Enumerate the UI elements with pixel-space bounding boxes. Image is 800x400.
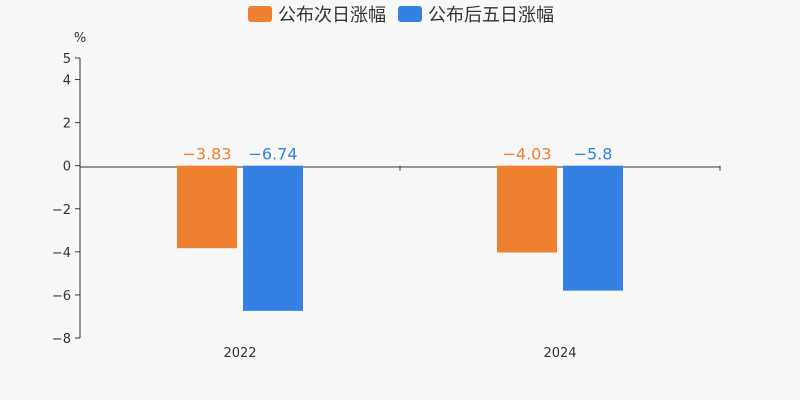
legend-label-next-day[interactable]: 公布次日涨幅: [278, 5, 386, 26]
x-category-label: 2022: [223, 346, 256, 361]
data-labels: −3.83 −6.74 −4.03 −5.8: [182, 145, 612, 164]
bar-2024-series-0[interactable]: [497, 165, 557, 253]
y-tick-label: −2: [52, 203, 71, 218]
y-axis-ticks: 5 4 2 0 −2 −4 −6 −8: [52, 52, 80, 347]
x-axis-ticks: [79, 165, 721, 171]
legend-swatch-next-day[interactable]: [248, 6, 272, 22]
y-tick-label: 5: [63, 52, 71, 67]
y-tick-label: −8: [52, 332, 71, 347]
y-tick-label: −6: [52, 289, 71, 304]
x-category-label: 2024: [543, 346, 576, 361]
data-label-2022-series-0: −3.83: [182, 145, 231, 164]
data-label-2022-series-1: −6.74: [248, 145, 297, 164]
data-label-2024-series-0: −4.03: [502, 145, 551, 164]
y-tick-label: −4: [52, 246, 71, 261]
y-tick-label: 2: [63, 117, 71, 132]
category-labels: 2022 2024: [223, 346, 576, 361]
legend-swatch-five-day[interactable]: [398, 6, 422, 22]
y-tick-label: 0: [63, 160, 71, 175]
bar-2022-series-1[interactable]: [243, 165, 303, 311]
legend-label-five-day[interactable]: 公布后五日涨幅: [428, 5, 554, 26]
legend: 公布次日涨幅 公布后五日涨幅: [248, 5, 554, 26]
y-axis-unit: %: [74, 31, 86, 46]
bar-2022-series-0[interactable]: [177, 165, 237, 249]
y-tick-label: 4: [63, 74, 71, 89]
bar-2024-series-1[interactable]: [563, 165, 623, 291]
bars: [177, 165, 623, 311]
data-label-2024-series-1: −5.8: [574, 145, 613, 164]
